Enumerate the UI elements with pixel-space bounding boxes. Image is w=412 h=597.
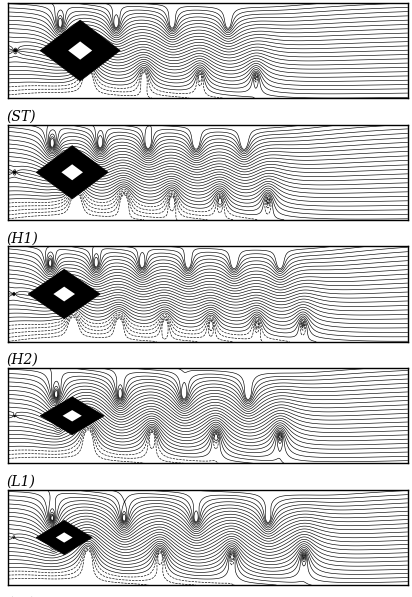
- Text: (ST): (ST): [6, 109, 36, 124]
- Polygon shape: [68, 41, 92, 60]
- Text: (L1): (L1): [6, 475, 35, 489]
- Polygon shape: [56, 533, 73, 543]
- Polygon shape: [36, 521, 92, 555]
- Polygon shape: [40, 20, 120, 81]
- Polygon shape: [54, 287, 75, 301]
- Text: (H1): (H1): [6, 231, 38, 245]
- Polygon shape: [40, 397, 104, 435]
- Polygon shape: [36, 146, 108, 199]
- Polygon shape: [63, 410, 82, 421]
- Polygon shape: [28, 269, 100, 319]
- Text: (H2): (H2): [6, 353, 38, 367]
- Polygon shape: [61, 164, 83, 180]
